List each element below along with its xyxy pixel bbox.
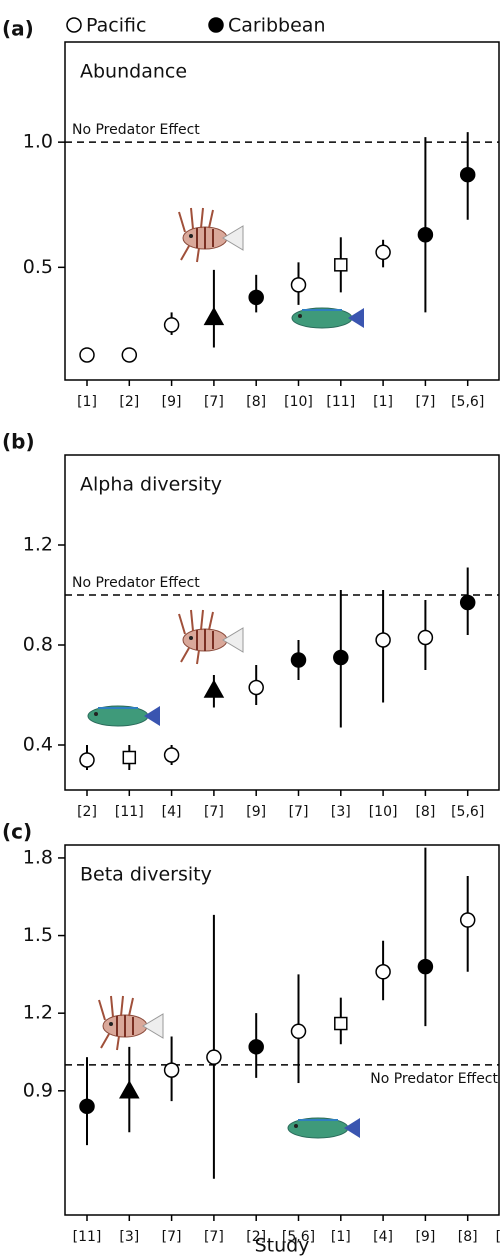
y-tick-label: 1.2 bbox=[23, 1002, 53, 1024]
x-tick-label: [2] bbox=[246, 1229, 266, 1245]
x-axis-label: Study bbox=[255, 1235, 310, 1256]
x-tick-label: [7] bbox=[204, 1229, 224, 1245]
panel-letter: (c) bbox=[2, 820, 32, 844]
legend-label: Pacific bbox=[86, 15, 146, 37]
wrasse-illustration bbox=[291, 307, 365, 329]
y-tick-label: 0.5 bbox=[23, 256, 53, 278]
marker-filled-circle bbox=[248, 1039, 264, 1055]
x-tick-label: [5,6] bbox=[282, 1229, 315, 1245]
panel-title: Abundance bbox=[80, 61, 187, 83]
x-tick-label: [10] bbox=[284, 394, 313, 410]
x-tick-label: [11] bbox=[326, 394, 355, 410]
marker-triangle bbox=[203, 679, 225, 698]
reference-label: No Predator Effect bbox=[370, 1071, 498, 1087]
marker-filled-circle bbox=[417, 227, 434, 243]
marker-open-circle bbox=[290, 277, 307, 293]
y-tick-label: 0.4 bbox=[23, 734, 53, 756]
marker-filled-circle bbox=[333, 649, 349, 666]
marker-triangle bbox=[203, 306, 225, 326]
marker-filled-circle bbox=[290, 652, 307, 668]
x-tick-label: [9] bbox=[415, 1229, 435, 1245]
marker-open-circle bbox=[206, 1049, 222, 1065]
x-tick-label: [7] bbox=[289, 804, 309, 820]
x-tick-label: [1] bbox=[77, 394, 97, 410]
marker-open-circle bbox=[375, 964, 391, 980]
wrasse-illustration bbox=[287, 1117, 361, 1139]
marker-open-circle bbox=[79, 347, 95, 363]
marker-open-circle bbox=[248, 679, 264, 696]
marker-square bbox=[122, 750, 137, 765]
marker-open-circle bbox=[163, 1062, 180, 1078]
marker-square bbox=[334, 1016, 348, 1031]
marker-filled-circle bbox=[208, 17, 224, 33]
x-tick-label: [9] bbox=[246, 804, 266, 820]
y-tick-label: 1.5 bbox=[23, 924, 53, 946]
wrasse-illustration bbox=[87, 705, 161, 727]
y-tick-label: 0.8 bbox=[23, 634, 53, 656]
reference-label: No Predator Effect bbox=[72, 575, 200, 591]
marker-filled-circle bbox=[417, 958, 434, 975]
marker-open-circle bbox=[66, 17, 82, 33]
y-tick-label: 0.9 bbox=[23, 1079, 53, 1101]
marker-square bbox=[334, 258, 348, 272]
y-tick-label: 1.8 bbox=[23, 846, 53, 868]
x-tick-label: [3] bbox=[331, 804, 351, 820]
marker-open-circle bbox=[375, 632, 391, 648]
marker-triangle bbox=[119, 1080, 140, 1099]
lionfish-illustration bbox=[178, 207, 244, 263]
plot-frame bbox=[64, 41, 500, 381]
x-tick-label: [8] bbox=[458, 1229, 478, 1245]
x-tick-label: [10] bbox=[496, 1229, 500, 1245]
x-tick-label: [8] bbox=[246, 394, 266, 410]
lionfish-illustration bbox=[98, 995, 164, 1051]
x-tick-label: [7] bbox=[162, 1229, 182, 1245]
marker-open-circle bbox=[163, 317, 180, 333]
x-tick-label: [1] bbox=[331, 1229, 351, 1245]
x-tick-label: [4] bbox=[162, 804, 182, 820]
marker-open-circle bbox=[375, 244, 391, 261]
x-tick-label: [10] bbox=[369, 804, 398, 820]
x-tick-label: [2] bbox=[77, 804, 97, 820]
marker-open-circle bbox=[459, 912, 476, 928]
marker-open-circle bbox=[121, 347, 138, 363]
panel-letter: (b) bbox=[2, 430, 35, 454]
plot-frame bbox=[64, 844, 500, 1216]
x-tick-label: [1] bbox=[373, 394, 393, 410]
x-tick-label: [11] bbox=[73, 1229, 102, 1245]
marker-open-circle bbox=[79, 752, 95, 768]
marker-filled-circle bbox=[459, 594, 476, 611]
marker-open-circle bbox=[417, 629, 434, 646]
legend-label: Caribbean bbox=[228, 15, 326, 37]
panel-title: Alpha diversity bbox=[80, 474, 222, 496]
x-tick-label: [5,6] bbox=[451, 394, 484, 410]
marker-filled-circle bbox=[459, 166, 476, 183]
panel-title: Beta diversity bbox=[80, 864, 212, 886]
x-tick-label: [8] bbox=[415, 804, 435, 820]
marker-filled-circle bbox=[79, 1098, 95, 1115]
y-tick-label: 1.2 bbox=[23, 534, 53, 556]
panel-letter: (a) bbox=[2, 17, 34, 41]
plot-frame bbox=[64, 454, 500, 791]
x-tick-label: [5,6] bbox=[451, 804, 484, 820]
y-tick-label: 1.0 bbox=[23, 131, 53, 153]
reference-label: No Predator Effect bbox=[72, 122, 200, 138]
x-tick-label: [11] bbox=[115, 804, 144, 820]
x-tick-label: [3] bbox=[119, 1229, 139, 1245]
marker-open-circle bbox=[290, 1023, 307, 1040]
marker-open-circle bbox=[163, 747, 180, 763]
x-tick-label: [9] bbox=[162, 394, 182, 410]
x-tick-label: [4] bbox=[373, 1229, 393, 1245]
x-tick-label: [2] bbox=[119, 394, 139, 410]
lionfish-illustration bbox=[178, 609, 244, 665]
x-tick-label: [7] bbox=[204, 394, 224, 410]
marker-filled-circle bbox=[248, 289, 264, 306]
x-tick-label: [7] bbox=[415, 394, 435, 410]
x-tick-label: [7] bbox=[204, 804, 224, 820]
